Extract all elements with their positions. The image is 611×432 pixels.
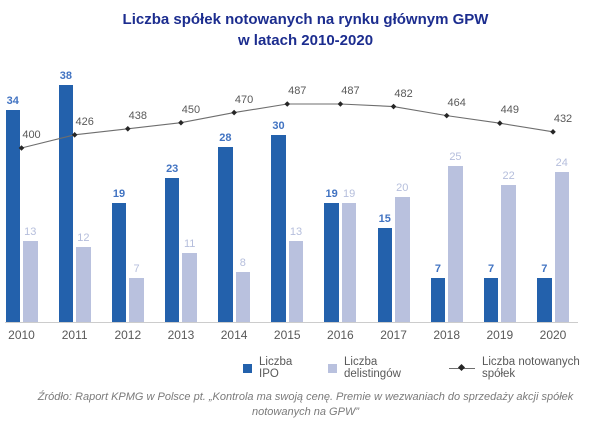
delisting-value-label: 19 bbox=[343, 188, 356, 201]
delisting-value-label: 13 bbox=[289, 225, 303, 238]
delisting-bar bbox=[395, 197, 410, 322]
legend: Liczba IPO Liczba delistingów Liczba not… bbox=[243, 356, 611, 380]
delisting-value-label: 22 bbox=[502, 169, 515, 182]
chart-title-line1: Liczba spółek notowanych na rynku główny… bbox=[122, 11, 489, 28]
line-value-label: 449 bbox=[500, 104, 520, 117]
ipo-bar bbox=[483, 278, 499, 322]
legend-label-delisting: Liczba delistingów bbox=[344, 356, 401, 380]
year-label: 2018 bbox=[433, 328, 461, 342]
line-point-marker bbox=[390, 103, 397, 110]
ipo-bar bbox=[164, 178, 180, 322]
delisting-bar bbox=[129, 278, 144, 322]
line-value-label: 426 bbox=[75, 115, 94, 128]
delisting-value-label: 11 bbox=[183, 238, 196, 251]
line-point-marker bbox=[178, 119, 184, 126]
line-value-label: 432 bbox=[553, 112, 573, 125]
ipo-value-label: 7 bbox=[541, 263, 548, 276]
ipo-bar bbox=[537, 278, 552, 322]
legend-label-ipo: Liczba IPO bbox=[259, 356, 293, 380]
ipo-bar bbox=[111, 203, 127, 322]
line-value-label: 487 bbox=[341, 85, 360, 97]
delisting-bar bbox=[235, 272, 251, 322]
ipo-value-label: 7 bbox=[488, 263, 495, 276]
delisting-value-label: 12 bbox=[77, 232, 90, 244]
ipo-bar bbox=[218, 147, 233, 322]
year-label: 2020 bbox=[539, 328, 567, 342]
ipo-bar bbox=[430, 278, 446, 322]
x-axis-line bbox=[5, 322, 578, 323]
year-label: 2014 bbox=[220, 328, 248, 342]
line-value-label: 450 bbox=[181, 103, 201, 116]
line-point-marker bbox=[231, 109, 237, 116]
line-value-label: 400 bbox=[22, 129, 41, 141]
line-point-marker bbox=[284, 101, 291, 107]
delisting-bar bbox=[76, 247, 91, 322]
ipo-value-label: 19 bbox=[325, 188, 338, 201]
line-value-label: 482 bbox=[394, 87, 413, 100]
ipo-value-label: 38 bbox=[59, 69, 73, 82]
delisting-bar bbox=[23, 240, 38, 322]
ipo-value-label: 28 bbox=[219, 132, 232, 144]
ipo-value-label: 15 bbox=[378, 213, 391, 226]
line-value-label: 487 bbox=[288, 85, 307, 97]
delisting-bar bbox=[448, 165, 463, 322]
ipo-value-label: 19 bbox=[112, 188, 126, 201]
year-label: 2012 bbox=[114, 328, 142, 342]
ipo-bar bbox=[58, 84, 74, 322]
legend-item-listed: Liczba notowanych spółek bbox=[448, 356, 611, 380]
line-value-label: 470 bbox=[234, 93, 254, 106]
delisting-swatch-icon bbox=[328, 363, 337, 373]
ipo-bar bbox=[324, 203, 339, 322]
ipo-swatch-icon bbox=[243, 363, 252, 373]
ipo-value-label: 23 bbox=[166, 163, 179, 176]
source-line1: Źródło: Raport KPMG w Polsce pt. „Kontro… bbox=[37, 391, 574, 403]
delisting-value-label: 24 bbox=[555, 157, 568, 169]
source-line2: notowanych na GPW” bbox=[252, 406, 359, 418]
ipo-bar bbox=[271, 134, 286, 322]
chart-title: Liczba spółek notowanych na rynku główny… bbox=[0, 9, 611, 51]
year-label: 2011 bbox=[61, 328, 88, 342]
line-point-marker bbox=[443, 112, 450, 119]
line-point-marker bbox=[337, 101, 344, 107]
delisting-value-label: 20 bbox=[396, 182, 409, 194]
ipo-value-label: 30 bbox=[272, 119, 285, 132]
legend-item-delisting: Liczba delistingów bbox=[328, 356, 434, 380]
line-point-marker bbox=[125, 125, 131, 132]
ipo-value-label: 7 bbox=[434, 263, 441, 276]
year-label: 2017 bbox=[380, 328, 407, 342]
delisting-bar bbox=[182, 253, 197, 322]
line-swatch-icon bbox=[448, 363, 475, 372]
delisting-bar bbox=[501, 184, 516, 322]
delisting-value-label: 7 bbox=[133, 263, 140, 276]
chart-title-line2: w latach 2010-2020 bbox=[237, 32, 374, 49]
ipo-value-label: 34 bbox=[6, 94, 19, 107]
delisting-value-label: 8 bbox=[239, 257, 246, 269]
delisting-bar bbox=[341, 203, 357, 322]
line-point-marker bbox=[550, 129, 556, 135]
year-label: 2013 bbox=[167, 328, 195, 342]
ipo-bar bbox=[377, 228, 393, 322]
line-point-marker bbox=[497, 120, 503, 127]
year-label: 2019 bbox=[486, 328, 514, 342]
line-value-label: 464 bbox=[447, 96, 466, 109]
source-note: Źródło: Raport KPMG w Polsce pt. „Kontro… bbox=[0, 390, 611, 420]
delisting-value-label: 25 bbox=[449, 150, 462, 163]
delisting-bar bbox=[554, 172, 569, 322]
line-value-label: 438 bbox=[128, 109, 147, 122]
delisting-value-label: 13 bbox=[24, 225, 37, 238]
year-label: 2015 bbox=[273, 328, 301, 342]
legend-label-listed: Liczba notowanych spółek bbox=[481, 356, 580, 380]
delisting-bar bbox=[288, 240, 304, 322]
year-label: 2010 bbox=[8, 328, 35, 342]
line-marker-icon bbox=[457, 363, 465, 372]
legend-item-ipo: Liczba IPO bbox=[243, 356, 313, 380]
year-label: 2016 bbox=[327, 328, 354, 342]
ipo-bar bbox=[5, 109, 20, 322]
